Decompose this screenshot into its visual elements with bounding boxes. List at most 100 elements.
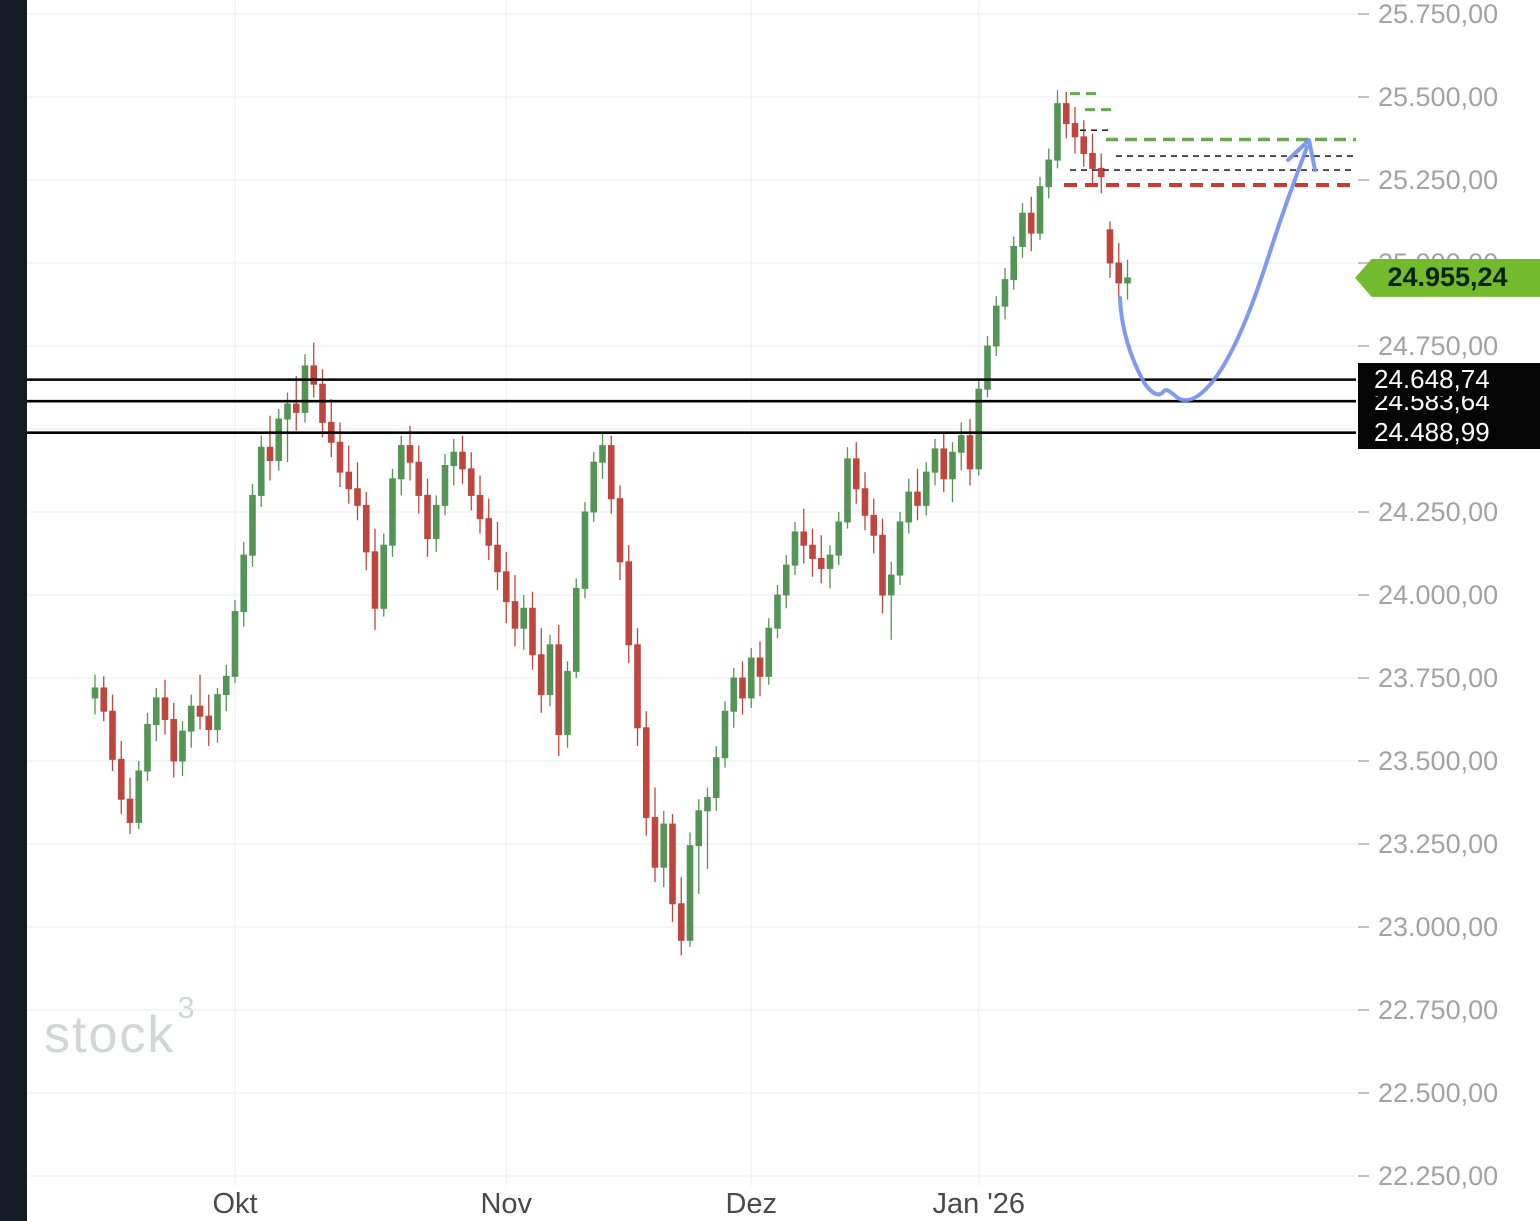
candle (992, 296, 1000, 356)
candle (1001, 267, 1009, 320)
candle (572, 578, 580, 678)
candle (91, 674, 99, 715)
candle (1027, 196, 1035, 252)
candle (791, 521, 799, 576)
candle (704, 787, 711, 869)
price-axis-label: 25.750,00 (1358, 0, 1498, 29)
candle (852, 442, 860, 504)
axis-tick (1358, 179, 1369, 181)
watermark-sup: 3 (177, 989, 197, 1025)
candle (100, 676, 108, 722)
candle (135, 761, 143, 830)
candle (327, 399, 335, 458)
price-axis-label: 24.750,00 (1358, 331, 1498, 361)
candle (292, 375, 300, 431)
candle (739, 661, 746, 715)
candle (214, 687, 221, 743)
candle (844, 447, 851, 529)
candle (450, 438, 458, 486)
watermark-text: stock (44, 1006, 176, 1064)
candle (765, 618, 773, 685)
candle (1097, 153, 1105, 194)
price-axis-label: 24.250,00 (1358, 497, 1498, 527)
candle (1124, 259, 1131, 300)
price-axis-label: 22.500,00 (1358, 1078, 1498, 1108)
candle (1106, 221, 1114, 278)
candle (1089, 133, 1096, 184)
candle (459, 435, 466, 484)
candle (966, 419, 974, 486)
candle (441, 453, 449, 516)
candle (870, 498, 878, 554)
candle (975, 379, 983, 476)
level-badge-1-label: 24.648,74 (1374, 364, 1490, 395)
candle (205, 694, 213, 747)
price-axis-label: 25.250,00 (1358, 165, 1498, 195)
candle (564, 661, 571, 748)
axis-tick (1358, 1009, 1369, 1011)
candle (669, 814, 676, 923)
drawn-arrow-annotation[interactable] (1118, 138, 1317, 403)
candle (922, 462, 930, 516)
candle (511, 575, 519, 647)
candle (179, 721, 186, 776)
candle (905, 478, 913, 534)
candle (800, 508, 808, 564)
candle (651, 787, 659, 883)
candle (476, 475, 484, 534)
candle (1019, 203, 1026, 259)
price-axis-label: 23.750,00 (1358, 663, 1498, 693)
candle (1054, 90, 1061, 169)
candle (730, 668, 738, 728)
left-sidebar-strip (0, 0, 27, 1221)
candle (117, 741, 125, 815)
level-badge-3: 24.488,99 (1358, 416, 1540, 450)
candle (415, 445, 423, 514)
axis-tick (1358, 843, 1369, 845)
candle (424, 478, 431, 557)
candle (695, 799, 703, 894)
candle (887, 561, 895, 640)
candle (502, 551, 510, 624)
price-axis-label: 23.000,00 (1358, 912, 1498, 942)
candle (152, 687, 160, 742)
candle (599, 432, 606, 479)
candle (957, 422, 965, 471)
candle (721, 701, 729, 768)
axis-tick (1358, 511, 1369, 513)
candle (1045, 148, 1053, 199)
candle (1062, 92, 1070, 139)
price-axis-label: 25.500,00 (1358, 82, 1498, 112)
candle (590, 452, 598, 522)
candle (161, 679, 169, 735)
candle (520, 595, 528, 650)
candle (275, 409, 283, 471)
candle (249, 483, 256, 567)
candle (284, 392, 291, 463)
candle (222, 664, 230, 712)
axis-tick (1358, 262, 1369, 264)
price-axis-label: 22.250,00 (1358, 1161, 1498, 1191)
current-price-label: 24.955,24 (1387, 262, 1508, 293)
candle (529, 591, 536, 670)
price-axis-label: 22.750,00 (1358, 995, 1498, 1025)
candle (432, 495, 440, 552)
candle (1036, 176, 1044, 240)
axis-tick (1358, 926, 1369, 928)
candle (144, 712, 151, 781)
candle (835, 512, 843, 566)
candle (345, 445, 353, 504)
candle (1071, 106, 1079, 154)
time-axis-label: Dez (725, 1188, 778, 1220)
candle (660, 810, 668, 888)
candle (949, 442, 956, 503)
candle (607, 435, 615, 514)
candle (546, 634, 554, 707)
candle (231, 599, 239, 683)
candle (642, 711, 650, 836)
candle (625, 545, 633, 664)
candle (896, 512, 904, 586)
candle (782, 555, 790, 609)
candle (406, 425, 414, 481)
